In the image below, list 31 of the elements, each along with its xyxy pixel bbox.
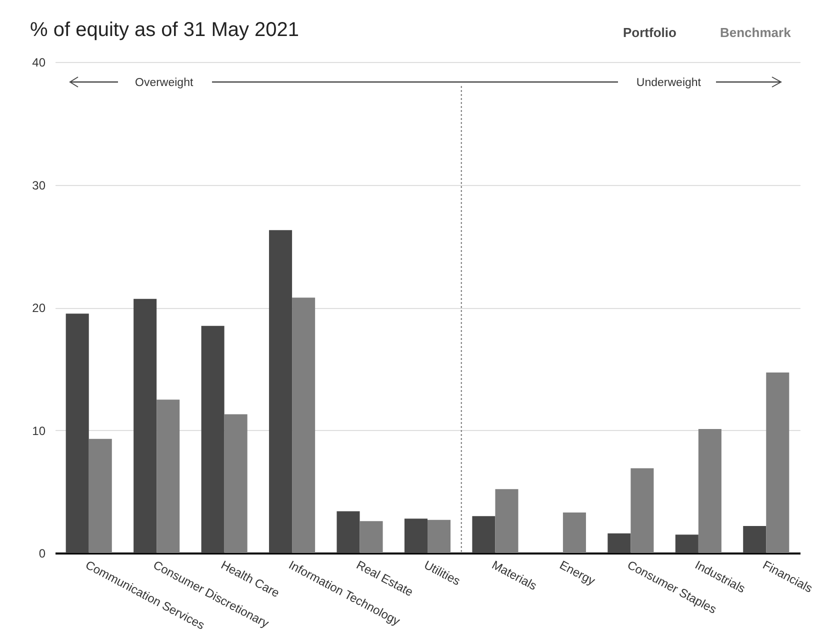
y-tick-label: 20	[32, 301, 46, 315]
annotation: Underweight	[636, 77, 702, 89]
bar	[766, 372, 790, 553]
bar	[292, 298, 316, 553]
y-tick-label: 10	[32, 424, 46, 438]
bar	[201, 326, 224, 553]
bar	[134, 298, 157, 553]
y-tick-label: 40	[32, 56, 46, 70]
bar	[562, 512, 586, 553]
bar	[66, 314, 89, 553]
bar	[472, 516, 496, 553]
y-tick-label: 0	[38, 546, 46, 560]
chart-title: % of equity as of 31 May 2021	[30, 19, 300, 41]
bar	[269, 230, 292, 553]
bar	[743, 526, 766, 553]
text: Benchmark	[720, 24, 792, 40]
bar	[428, 520, 451, 553]
bar	[224, 414, 248, 553]
bar	[336, 511, 360, 553]
y-tick-label: 30	[32, 178, 46, 192]
bar	[360, 521, 383, 553]
bar	[404, 518, 428, 553]
bar	[88, 438, 112, 553]
bar	[675, 534, 698, 553]
bar	[495, 489, 518, 553]
text: Portfolio	[623, 24, 676, 40]
annotation: Overweight	[135, 77, 194, 89]
bar	[630, 468, 654, 553]
bar	[156, 400, 180, 553]
bar	[698, 429, 722, 553]
bar	[608, 533, 631, 553]
